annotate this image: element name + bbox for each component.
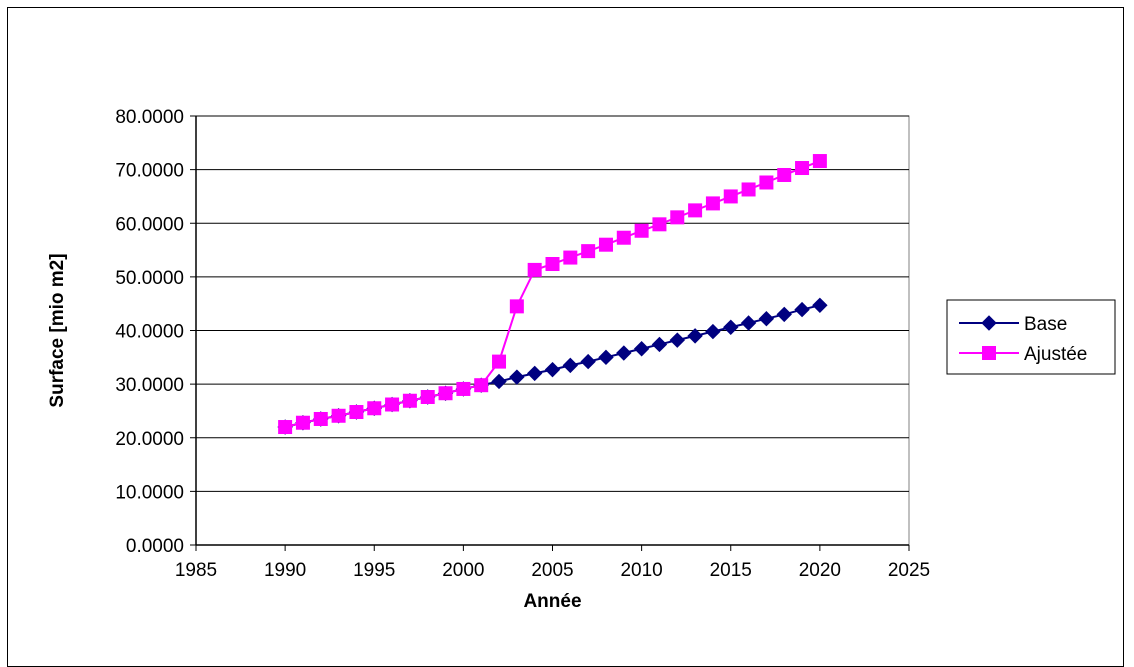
- data-point-1: [812, 154, 827, 169]
- data-point-0: [723, 319, 739, 335]
- data-point-0: [669, 332, 685, 348]
- x-tick-label: 1995: [353, 560, 395, 581]
- data-point-1: [295, 415, 310, 430]
- data-point-1: [509, 299, 524, 314]
- data-point-1: [367, 401, 382, 416]
- legend-label-0: Base: [1024, 314, 1067, 335]
- data-point-0: [776, 306, 792, 323]
- y-axis-title: Surface [mio m2]: [47, 253, 68, 407]
- legend-box: [946, 299, 1116, 375]
- data-point-0: [758, 310, 775, 327]
- x-tick-label: 1990: [264, 560, 306, 581]
- data-point-1: [670, 210, 685, 225]
- data-point-1: [741, 182, 756, 197]
- y-tick-label: 10.0000: [115, 482, 184, 503]
- x-tick-label: 2025: [888, 560, 930, 581]
- x-axis-title: Année: [523, 591, 581, 612]
- y-tick-label: 80.0000: [115, 107, 184, 128]
- data-point-1: [795, 161, 810, 176]
- data-point-0: [687, 328, 703, 344]
- y-tick-label: 40.0000: [115, 322, 184, 343]
- y-tick-label: 70.0000: [115, 161, 184, 182]
- data-point-1: [598, 237, 613, 252]
- data-point-1: [474, 378, 489, 393]
- data-point-0: [740, 315, 757, 331]
- data-point-1: [402, 393, 417, 408]
- data-point-1: [759, 175, 774, 190]
- x-tick-label: 1985: [175, 560, 217, 581]
- data-point-0: [616, 345, 632, 361]
- legend-marker-0: [981, 315, 997, 331]
- data-point-1: [349, 405, 364, 420]
- data-point-1: [527, 262, 542, 277]
- legend-label-1: Ajustée: [1024, 344, 1087, 365]
- data-point-1: [563, 250, 578, 265]
- y-tick-label: 60.0000: [115, 214, 184, 235]
- data-point-1: [438, 386, 453, 401]
- data-point-0: [794, 301, 810, 318]
- data-point-1: [456, 381, 471, 396]
- data-point-1: [278, 420, 293, 435]
- y-tick-label: 20.0000: [115, 429, 184, 450]
- data-point-1: [777, 167, 792, 182]
- data-point-1: [652, 217, 667, 232]
- data-point-1: [723, 189, 738, 204]
- data-point-1: [385, 397, 400, 412]
- x-tick-label: 2020: [799, 560, 841, 581]
- data-point-0: [705, 323, 721, 340]
- data-point-0: [812, 297, 828, 314]
- data-point-1: [581, 244, 596, 259]
- data-point-0: [491, 373, 507, 390]
- y-tick-label: 0.0000: [126, 536, 184, 557]
- x-tick-label: 2005: [531, 560, 573, 581]
- data-point-0: [598, 349, 614, 366]
- data-point-1: [545, 257, 560, 272]
- data-point-0: [633, 341, 650, 357]
- x-tick-label: 2000: [442, 560, 484, 581]
- data-point-1: [313, 411, 328, 426]
- data-point-1: [616, 230, 631, 245]
- y-tick-label: 50.0000: [115, 268, 184, 289]
- data-point-1: [492, 354, 507, 369]
- data-point-1: [688, 203, 703, 218]
- x-tick-label: 2010: [620, 560, 662, 581]
- data-point-1: [634, 223, 649, 238]
- data-point-0: [651, 336, 668, 353]
- data-point-1: [705, 196, 720, 211]
- data-point-1: [331, 408, 346, 423]
- legend-marker-1: [982, 346, 996, 360]
- data-point-0: [509, 369, 525, 385]
- data-point-1: [420, 389, 435, 404]
- data-point-0: [526, 365, 543, 382]
- data-point-0: [544, 361, 561, 378]
- y-tick-label: 30.0000: [115, 375, 184, 396]
- x-tick-label: 2015: [710, 560, 752, 581]
- data-point-0: [562, 357, 579, 374]
- data-point-0: [580, 353, 596, 370]
